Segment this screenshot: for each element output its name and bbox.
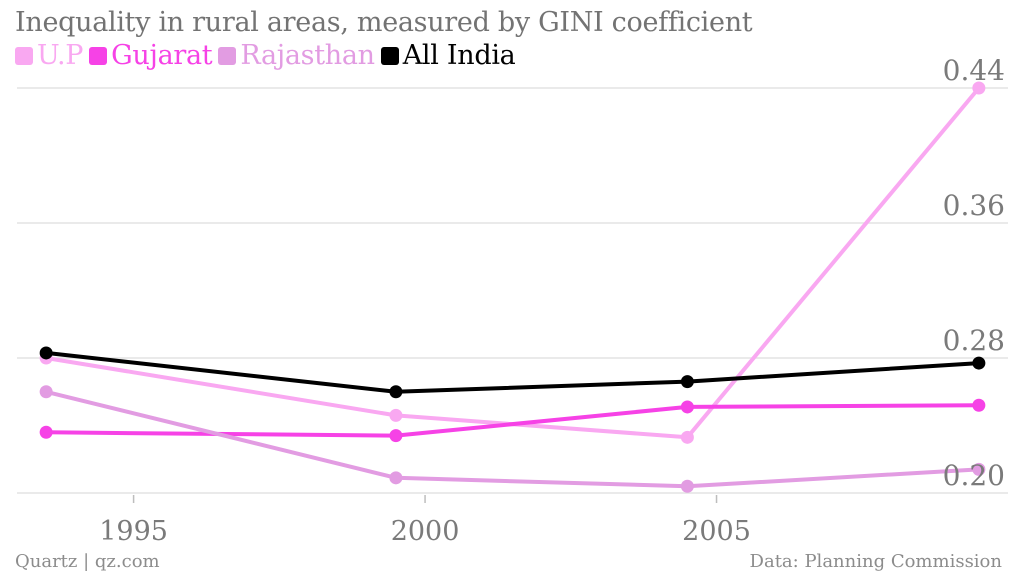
y-tick-label: 0.28 (943, 324, 1005, 357)
data-point (389, 429, 403, 443)
series-line (44, 350, 981, 394)
data-point (389, 471, 403, 485)
series-line (44, 389, 981, 489)
data-point (39, 346, 53, 360)
data-point (680, 479, 694, 493)
data-point (389, 408, 403, 422)
series-line (44, 86, 981, 440)
legend-swatch-all-india (380, 46, 399, 65)
y-tick-label: 0.36 (943, 189, 1005, 222)
legend-swatch-up (15, 46, 33, 65)
y-tick-label: 0.44 (943, 54, 1005, 87)
legend-item-all-india: All India (380, 40, 516, 71)
data-point (972, 81, 986, 95)
data-point (972, 398, 986, 412)
series-line (44, 403, 981, 438)
data-source: Data: Planning Commission (749, 551, 1002, 572)
data-point (680, 375, 694, 389)
legend-label-all-india: All India (402, 40, 516, 71)
legend-swatch-gujarat (89, 46, 108, 65)
data-point (972, 356, 986, 370)
data-point (680, 400, 694, 414)
data-point (680, 430, 694, 444)
x-tick-label: 1995 (99, 516, 168, 547)
data-point (389, 385, 403, 399)
legend-label-rajasthan: Rajasthan (240, 40, 375, 71)
legend-item-gujarat: Gujarat (89, 40, 213, 71)
x-tick-label: 2000 (391, 516, 460, 547)
data-point (972, 462, 986, 476)
source-credit: Quartz | qz.com (15, 551, 160, 572)
chart-title: Inequality in rural areas, measured by G… (15, 7, 753, 38)
data-point (39, 385, 53, 399)
legend-item-up: U.P (15, 40, 83, 71)
chart-legend: U.P Gujarat Rajasthan All India (15, 40, 521, 71)
legend-label-gujarat: Gujarat (111, 40, 213, 71)
legend-swatch-rajasthan (218, 46, 237, 65)
x-tick-label: 2005 (682, 516, 751, 547)
legend-item-rajasthan: Rajasthan (218, 40, 375, 71)
y-tick-label: 0.20 (943, 459, 1005, 492)
data-point (39, 425, 53, 439)
legend-label-up: U.P (37, 40, 84, 71)
